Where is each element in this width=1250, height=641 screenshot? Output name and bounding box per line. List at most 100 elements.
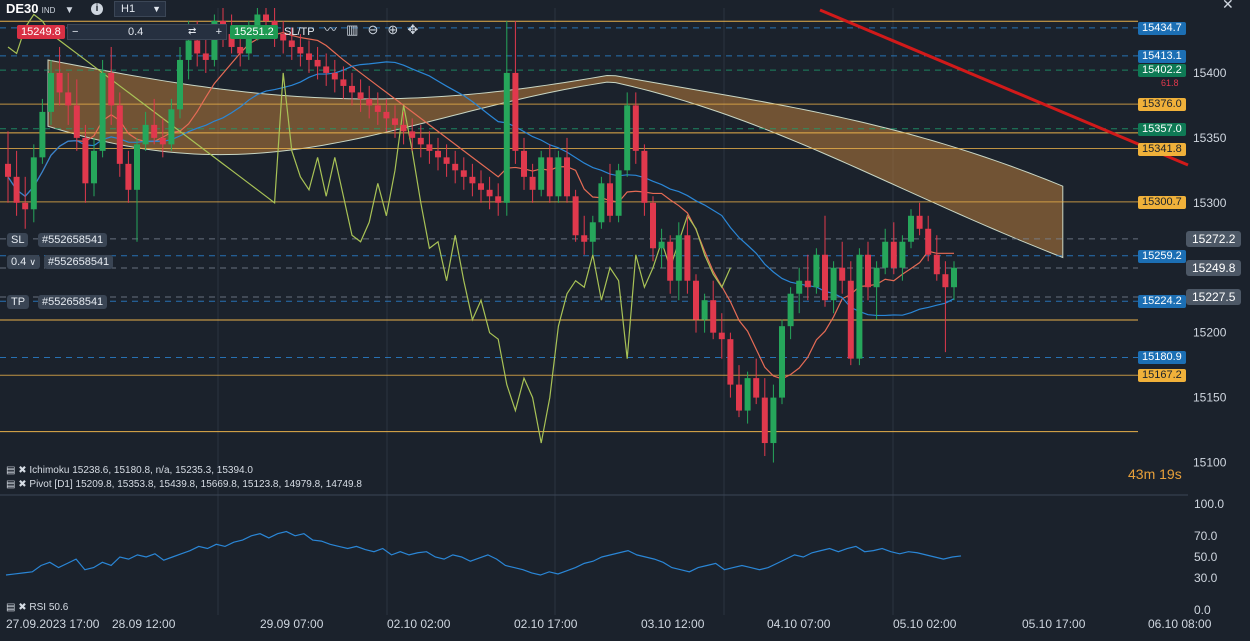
order-open-id[interactable]: #552658541 — [44, 255, 114, 269]
candle-body — [882, 241, 889, 268]
rsi-tick-label: 50.0 — [1194, 550, 1218, 564]
plus-icon[interactable]: + — [215, 26, 222, 38]
candle-body — [392, 118, 398, 125]
candle-body — [847, 280, 854, 359]
candle-body — [48, 72, 54, 112]
candle-body — [39, 111, 46, 158]
candle-body — [323, 66, 330, 73]
candle-body — [245, 27, 252, 54]
candle-body — [349, 85, 355, 93]
line-chart-icon[interactable]: 〰 — [324, 22, 338, 37]
candle-body — [159, 137, 166, 145]
order-sl-id[interactable]: #552658541 — [38, 233, 108, 247]
candle-body — [529, 176, 536, 190]
ichimoku-legend[interactable]: ▤ ✖ Ichimoku 15238.6, 15180.8, n/a, 1523… — [6, 465, 253, 476]
candle-body — [701, 300, 708, 320]
candle-body — [460, 170, 467, 177]
swap-icon[interactable]: ⇄ — [188, 26, 197, 37]
candle-body — [650, 202, 656, 249]
info-icon[interactable]: i — [91, 1, 103, 15]
candle-body — [400, 124, 407, 132]
chart-tools: 〰 ▥ ⊖ ⊕ ✥ — [324, 23, 418, 38]
order-tp-id[interactable]: #552658541 — [38, 295, 108, 309]
candle-body — [787, 293, 794, 327]
chevron-down-icon[interactable]: ▼ — [64, 5, 75, 16]
candle-body — [624, 105, 631, 171]
order-open-label[interactable]: 0.4 ∨ — [7, 255, 40, 269]
order-sl-label[interactable]: SL — [7, 233, 29, 247]
candle-body — [572, 196, 579, 236]
candle-body — [366, 98, 373, 106]
buy-price: 15251.2 — [230, 25, 278, 39]
fib-label: 61.8 — [1161, 78, 1179, 88]
candle-body — [804, 280, 811, 288]
price-tag: 15227.5 — [1186, 288, 1242, 305]
candle-body — [641, 150, 648, 203]
remove-icon[interactable]: ✖ — [18, 479, 27, 490]
candle-body — [916, 215, 923, 229]
candle-body — [211, 20, 218, 60]
candle-body — [564, 157, 570, 197]
candle-body — [254, 14, 261, 28]
crosshair-icon[interactable]: ✥ — [407, 22, 419, 37]
y-tick-label: 15100 — [1193, 456, 1227, 470]
candle-body — [185, 40, 192, 60]
candle-body — [856, 254, 863, 359]
zoom-in-icon[interactable]: ⊕ — [387, 22, 399, 37]
price-tag: 15224.2 — [1138, 295, 1186, 309]
buy-button[interactable]: 15251.2 — [230, 25, 278, 39]
candle-body — [486, 189, 493, 197]
rsi-line — [5, 530, 962, 576]
rsi-legend[interactable]: ▤ ✖ RSI 50.6 — [6, 602, 68, 613]
chevron-down-icon: ▼ — [152, 4, 161, 14]
candle-body — [409, 131, 416, 138]
candle-body — [73, 105, 80, 138]
candle-body — [56, 72, 63, 93]
candle-body — [108, 72, 115, 106]
candle-body — [417, 137, 424, 145]
candle-body — [718, 332, 725, 340]
minus-icon[interactable]: − — [72, 26, 79, 38]
candle-body — [280, 33, 287, 41]
candles-icon[interactable]: ▥ — [346, 22, 359, 37]
candle-body — [340, 79, 347, 86]
settings-icon[interactable]: ▤ — [6, 602, 16, 613]
candle-body — [779, 326, 785, 398]
volume-value: 0.4 — [128, 26, 144, 38]
settings-icon[interactable]: ▤ — [6, 465, 16, 476]
order-tp-label[interactable]: TP — [7, 295, 30, 309]
candle-body — [202, 53, 209, 60]
open-volume-text: 0.4 — [11, 256, 27, 268]
candle-body — [263, 14, 269, 21]
candle-body — [822, 254, 828, 301]
candle-body — [761, 397, 768, 444]
candle-body — [177, 59, 183, 110]
candle-body — [82, 137, 89, 184]
price-tag: 15180.9 — [1138, 351, 1186, 365]
sell-button[interactable]: 15249.8 — [17, 25, 65, 39]
x-tick-label: 02.10 17:00 — [514, 617, 578, 631]
candle-body — [839, 267, 846, 281]
sltp-button[interactable]: SL/TP — [284, 26, 315, 38]
candle-body — [684, 235, 691, 281]
close-icon[interactable]: ✕ — [1222, 0, 1234, 12]
chevron-down-icon: ∨ — [29, 257, 36, 267]
candle-body — [374, 105, 381, 112]
candle-body — [469, 176, 476, 184]
remove-icon[interactable]: ✖ — [18, 465, 27, 476]
x-tick-label: 27.09.2023 17:00 — [6, 617, 100, 631]
timeframe-value: H1 — [121, 3, 136, 15]
candle-body — [658, 241, 665, 249]
candle-body — [426, 144, 433, 151]
remove-icon[interactable]: ✖ — [18, 602, 27, 613]
settings-icon[interactable]: ▤ — [6, 479, 16, 490]
pivot-legend[interactable]: ▤ ✖ Pivot [D1] 15209.8, 15353.8, 15439.8… — [6, 479, 362, 490]
candle-body — [865, 254, 871, 288]
volume-input[interactable]: − 0.4 ⇄ + — [67, 24, 227, 40]
candle-body — [228, 33, 235, 47]
x-tick-label: 06.10 08:00 — [1148, 617, 1212, 631]
zoom-out-icon[interactable]: ⊖ — [367, 22, 379, 37]
symbol-selector[interactable]: DE30 IND ▼ — [6, 2, 74, 18]
timeframe-selector[interactable]: H1 ▼ — [114, 1, 166, 17]
